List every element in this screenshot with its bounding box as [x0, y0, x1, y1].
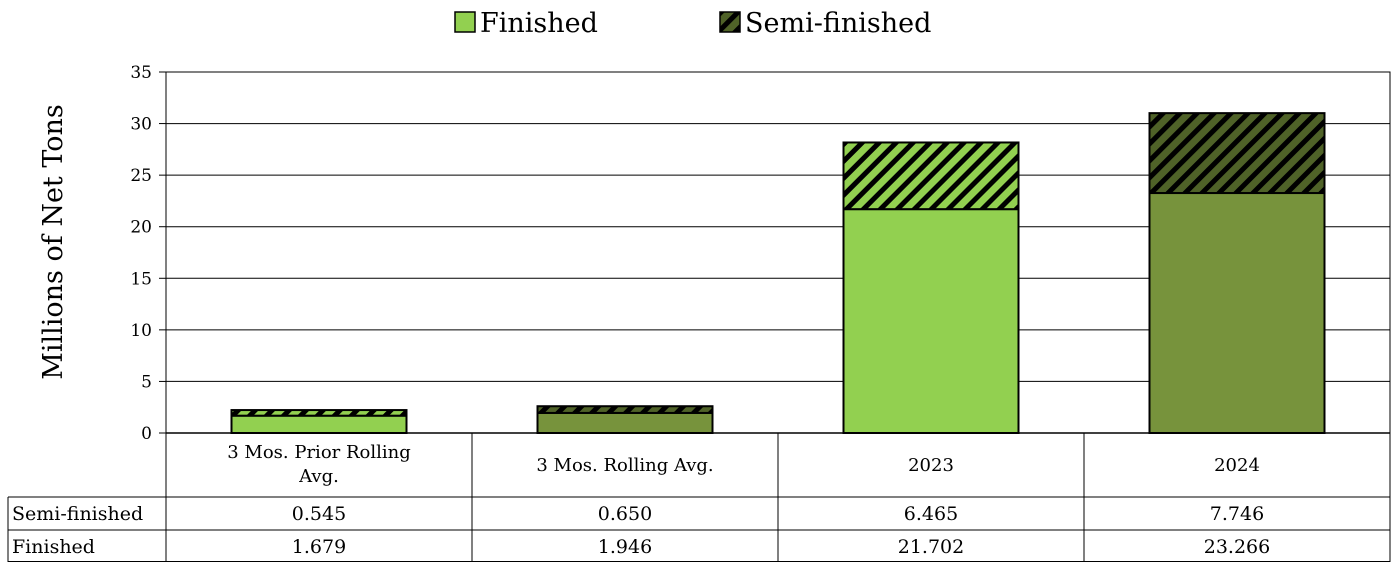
y-tick-label: 0: [141, 424, 152, 444]
legend-item-finished: Finished: [454, 8, 598, 39]
table-cell-value: 7.746: [1210, 503, 1264, 525]
bar-semi-finished-3: [1148, 112, 1326, 195]
category-label: 2023: [908, 455, 954, 476]
legend-swatch-finished: [454, 11, 476, 33]
table-cell-value: 6.465: [904, 503, 958, 525]
data-table: 3 Mos. Prior Rolling Avg. 3 Mos. Rolling A…: [7, 433, 1391, 562]
legend-label-finished: Finished: [480, 8, 598, 39]
y-axis-label: Millions of Net Tons: [38, 104, 69, 380]
category-label: 3 Mos. Prior Rolling Avg.: [227, 442, 411, 487]
table-row-header: Semi-finished: [12, 503, 143, 525]
table-cell-value: 21.702: [898, 536, 964, 558]
legend-label-semi-finished: Semi-finished: [745, 8, 931, 39]
bar-semi-finished-2: [842, 141, 1020, 211]
y-tick-label: 20: [130, 218, 152, 238]
legend: Finished Semi-finished: [454, 8, 931, 39]
table-cell-value: 0.650: [598, 503, 652, 525]
y-tick-label: 35: [130, 63, 152, 83]
bar-finished-1: [536, 411, 714, 435]
category-label: 2024: [1214, 455, 1260, 476]
y-tick-label: 30: [130, 115, 152, 135]
bar-finished-0: [230, 414, 408, 434]
y-tick-label: 10: [130, 321, 152, 341]
bar-finished-3: [1148, 192, 1326, 434]
legend-swatch-semi-finished: [719, 11, 741, 33]
bars: [230, 112, 1326, 435]
table-cell-value: 0.545: [292, 503, 346, 525]
bar-semi-finished-0: [230, 409, 408, 417]
table-cell-value: 23.266: [1204, 536, 1270, 558]
table-row-header: Finished: [12, 536, 95, 558]
table-cell-value: 1.679: [292, 536, 346, 558]
table-cell-value: 1.946: [598, 536, 652, 558]
y-axis-ticks: 0 5 10 15 20 25 30 35: [130, 63, 166, 444]
y-tick-label: 15: [130, 269, 152, 289]
legend-item-semi-finished: Semi-finished: [719, 8, 931, 39]
category-label: 3 Mos. Rolling Avg.: [536, 455, 713, 476]
y-tick-label: 25: [130, 166, 152, 186]
bar-finished-2: [842, 208, 1020, 434]
y-tick-label: 5: [141, 372, 152, 392]
bar-semi-finished-1: [536, 405, 714, 414]
